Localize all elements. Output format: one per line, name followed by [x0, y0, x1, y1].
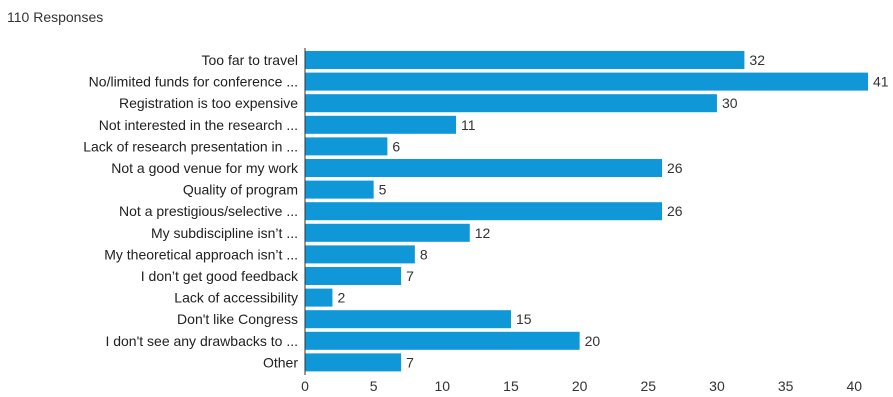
bar — [305, 267, 402, 285]
bar — [305, 202, 663, 221]
x-tick-label: 5 — [370, 378, 378, 394]
category-labels: Too far to travel No/limited funds for co… — [83, 52, 299, 370]
bar — [305, 51, 745, 69]
value-label: 41 — [873, 74, 889, 90]
category-label: No/limited funds for conference ... — [89, 74, 298, 90]
value-label: 30 — [722, 95, 738, 111]
x-tick-label: 10 — [435, 378, 451, 394]
x-tick-label: 0 — [301, 378, 309, 394]
x-tick-label: 15 — [503, 378, 519, 394]
responses-count: 110 Responses — [7, 9, 104, 25]
x-tick-label: 40 — [846, 378, 862, 394]
value-label: 7 — [406, 268, 414, 284]
bar — [305, 137, 388, 156]
value-label: 15 — [516, 311, 532, 327]
category-label: I don't see any drawbacks to ... — [105, 333, 298, 349]
x-tick-label: 25 — [641, 378, 657, 394]
bar — [305, 310, 511, 329]
bar — [305, 223, 470, 242]
category-label: My subdiscipline isn’t ... — [151, 225, 298, 241]
x-axis-ticks: 0 5 10 15 20 25 30 35 40 — [301, 378, 862, 394]
bar — [305, 94, 717, 113]
category-label: Not a good venue for my work — [111, 160, 299, 176]
category-label: Registration is too expensive — [119, 95, 298, 111]
bar — [305, 72, 868, 91]
value-label: 2 — [337, 290, 345, 306]
category-label: Lack of research presentation in ... — [83, 138, 298, 154]
category-label: My theoretical approach isn’t ... — [104, 246, 298, 262]
bar — [305, 288, 333, 307]
value-label: 26 — [667, 160, 683, 176]
bar — [305, 331, 580, 350]
bar-group — [305, 51, 868, 372]
bar — [305, 159, 663, 177]
bar — [305, 180, 374, 199]
value-label: 6 — [392, 138, 400, 154]
value-label: 7 — [406, 354, 414, 370]
x-tick-label: 30 — [709, 378, 725, 394]
value-label: 11 — [461, 117, 476, 133]
category-label: Don't like Congress — [177, 311, 298, 327]
value-label: 5 — [379, 182, 387, 198]
x-tick-label: 35 — [778, 378, 794, 394]
value-label: 32 — [749, 52, 765, 68]
value-label: 26 — [667, 203, 683, 219]
category-label: Not interested in the research ... — [99, 117, 298, 133]
category-label: Too far to travel — [202, 52, 299, 68]
bar — [305, 245, 415, 264]
value-label: 20 — [585, 333, 601, 349]
category-label: I don’t get good feedback — [141, 268, 299, 284]
category-label: Not a prestigious/selective ... — [119, 203, 298, 219]
category-label: Other — [263, 354, 298, 370]
category-label: Lack of accessibility — [174, 290, 298, 306]
bar — [305, 115, 457, 134]
value-label: 8 — [420, 246, 428, 262]
x-tick-label: 20 — [572, 378, 588, 394]
category-label: Quality of program — [183, 182, 298, 198]
bar — [305, 353, 402, 372]
value-label: 12 — [475, 225, 491, 241]
